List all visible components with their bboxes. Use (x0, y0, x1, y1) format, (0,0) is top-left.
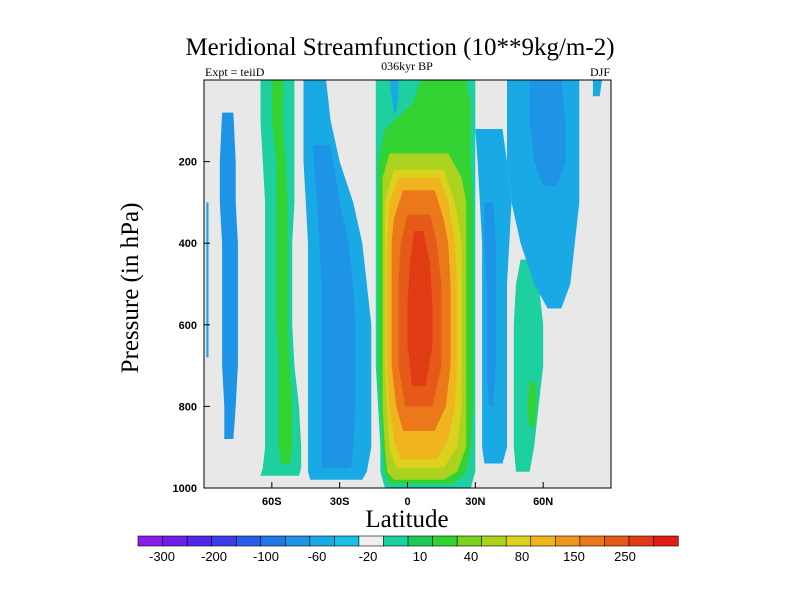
colorbar-swatch (211, 535, 237, 547)
colorbar-swatch (235, 535, 262, 547)
colorbar-swatch (383, 535, 409, 547)
colorbar-swatch (309, 535, 335, 547)
colorbar: -300 -200 -100 -60 -20 10 40 80 150 250 (137, 535, 679, 564)
colorbar-label: 10 (413, 549, 427, 564)
colorbar-swatch (481, 535, 507, 547)
colorbar-label: -100 (253, 549, 279, 564)
x-tick-label: 0 (404, 496, 410, 508)
subtitle-center: 036kyr BP (381, 59, 433, 73)
colorbar-swatch (628, 535, 655, 547)
colorbar-label: -20 (359, 549, 378, 564)
colorbar-swatch (456, 535, 483, 547)
y-tick-label: 200 (179, 157, 197, 169)
colorbar-swatch (284, 535, 311, 547)
colorbar-swatch (432, 535, 458, 547)
contour-fills (206, 80, 602, 488)
contour-nh-top-minus20 (592, 80, 602, 97)
colorbar-swatch (162, 535, 188, 547)
colorbar-label: 80 (515, 549, 529, 564)
contour-nh-mid-plus10 (513, 259, 544, 472)
colorbar-swatch (579, 535, 605, 547)
contour-nh-subtrop-minus60 (484, 202, 496, 407)
x-tick-label: 60S (262, 496, 282, 508)
colorbar-label: 40 (464, 549, 478, 564)
contour-sh-mid-plus40 (271, 80, 293, 464)
colorbar-swatch (334, 535, 360, 547)
colorbar-swatch (604, 535, 630, 547)
y-tick-label: 800 (179, 401, 197, 413)
contour-sh-subtrop-minus60 (312, 145, 356, 468)
contour-sh-top-minus20 (389, 80, 399, 113)
contour-nh-upper-minus60 (529, 80, 566, 187)
subtitle-right: DJF (590, 65, 610, 79)
subtitle-left: Expt = teiiD (205, 65, 265, 79)
colorbar-swatch (554, 535, 581, 547)
colorbar-swatch (505, 535, 532, 547)
y-tick-label: 400 (179, 238, 197, 250)
contour-sh-edge-minus20 (206, 202, 209, 358)
colorbar-swatch (530, 535, 556, 547)
colorbar-label: -300 (149, 549, 175, 564)
contour-nh-mid-plus40 (527, 381, 537, 427)
y-axis-ticks: 200 400 600 800 1000 (173, 157, 210, 495)
chart-title: Meridional Streamfunction (10**9kg/m-2) (185, 34, 614, 61)
contour-sh-polar-minus60 (219, 112, 238, 439)
colorbar-swatch (260, 535, 286, 547)
y-axis-label: Pressure (in hPa) (117, 203, 144, 374)
contour-trop-plus350 (407, 231, 433, 386)
y-tick-label: 1000 (173, 483, 197, 495)
x-tick-label: 30S (330, 496, 350, 508)
colorbar-swatch (137, 535, 164, 547)
colorbar-label: -60 (308, 549, 327, 564)
colorbar-swatch (358, 535, 385, 547)
colorbar-swatch (653, 535, 679, 547)
colorbar-swatch (407, 535, 434, 547)
y-tick-label: 600 (179, 320, 197, 332)
colorbar-label: 150 (563, 549, 585, 564)
colorbar-label: -200 (201, 549, 227, 564)
colorbar-swatch (186, 535, 213, 547)
x-axis-ticks: 60S 30S 0 30N 60N (262, 482, 553, 508)
x-axis-label: Latitude (365, 506, 448, 533)
x-tick-label: 60N (533, 496, 553, 508)
x-tick-label: 30N (465, 496, 485, 508)
colorbar-label: 250 (614, 549, 636, 564)
